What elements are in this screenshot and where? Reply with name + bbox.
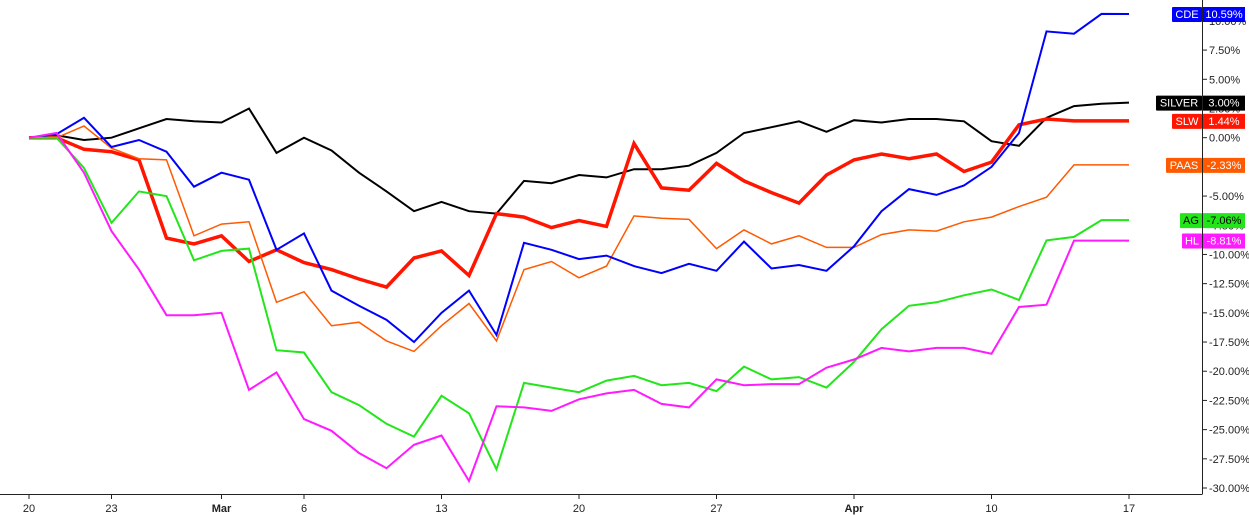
series-value-box: [1203, 233, 1245, 249]
series-value-text: -7.06%: [1207, 215, 1242, 227]
y-tick-label: -17.50%: [1209, 337, 1249, 349]
y-tick-label: -30.00%: [1209, 483, 1249, 495]
y-tick-label: 7.50%: [1209, 45, 1240, 57]
x-tick-label: Mar: [212, 503, 232, 515]
y-tick-label: -15.00%: [1209, 308, 1249, 320]
series-value-box: [1203, 113, 1245, 129]
x-tick-label: 17: [1123, 503, 1135, 515]
x-tick-label: 20: [573, 503, 585, 515]
series-value-text: 3.00%: [1208, 98, 1239, 110]
y-tick-label: -5.00%: [1209, 191, 1244, 203]
x-tick-label: 20: [23, 503, 35, 515]
series-name-text: SLW: [1175, 116, 1199, 128]
x-tick-label: 6: [301, 503, 307, 515]
x-tick-label: 13: [435, 503, 447, 515]
y-tick-label: 0.00%: [1209, 133, 1240, 145]
series-label-hl: HL -8.81%: [1182, 233, 1245, 249]
series-name-text: SILVER: [1160, 98, 1198, 110]
series-name-box: [1180, 213, 1202, 229]
series-line-paas: [29, 125, 1129, 353]
series-label-paas: PAAS -2.33%: [1166, 157, 1245, 173]
series-value-box: [1203, 157, 1245, 173]
series-line-ag: [29, 136, 1129, 472]
y-tick-label: -22.50%: [1209, 395, 1249, 407]
x-tick-label: 10: [985, 503, 997, 515]
y-tick-label: -12.50%: [1209, 279, 1249, 291]
series-value-box: [1203, 95, 1245, 111]
y-tick-label: -10.00%: [1209, 249, 1249, 261]
y-tick-label: -27.50%: [1209, 454, 1249, 466]
series-name-text: PAAS: [1170, 160, 1199, 172]
series-value-box: [1203, 213, 1245, 229]
series-name-text: AG: [1183, 215, 1199, 227]
series-value-text: -8.81%: [1207, 236, 1242, 248]
y-tick-label: -20.00%: [1209, 366, 1249, 378]
series-line-slw: [29, 117, 1129, 290]
series-layer: [28, 12, 1130, 484]
series-name-text: HL: [1185, 236, 1199, 248]
y-tick-label: -25.00%: [1209, 425, 1249, 437]
series-label-slw: SLW 1.44%: [1172, 113, 1245, 129]
series-name-text: CDE: [1175, 9, 1198, 21]
series-line-silver: [28, 101, 1130, 215]
series-name-box: [1172, 113, 1202, 129]
series-label-silver: SILVER 3.00%: [1156, 95, 1245, 111]
series-value-box: [1203, 7, 1245, 22]
series-label-cde: CDE 10.59%: [1172, 7, 1245, 22]
series-value-text: 1.44%: [1208, 116, 1239, 128]
x-tick-label: Apr: [845, 503, 865, 515]
y-tick-label: 5.00%: [1209, 74, 1240, 86]
series-value-text: 10.59%: [1205, 9, 1243, 21]
series-name-box: [1182, 233, 1202, 249]
series-name-box: [1156, 95, 1202, 111]
series-value-labels: SILVER 3.00% SLW 1.44% PAAS -2.33% CDE 10.59% AG…: [1156, 7, 1245, 249]
series-value-text: -2.33%: [1207, 160, 1242, 172]
x-axis-ticks: 20 23 Mar 6 13 20 27 Apr 10 17: [23, 494, 1135, 515]
x-tick-label: 27: [710, 503, 722, 515]
series-name-box: [1172, 7, 1202, 22]
x-tick-label: 23: [105, 503, 117, 515]
series-name-box: [1166, 157, 1202, 173]
series-line-hl: [28, 131, 1129, 484]
series-line-cde: [28, 12, 1130, 344]
series-label-ag: AG -7.06%: [1180, 213, 1245, 229]
